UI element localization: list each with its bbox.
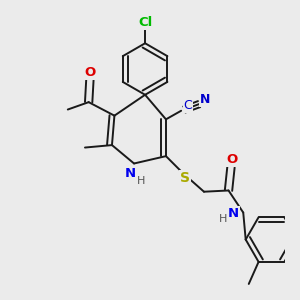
Text: N: N [125, 167, 136, 180]
Text: S: S [180, 171, 190, 185]
Text: H: H [219, 214, 227, 224]
Text: C: C [184, 99, 192, 112]
Text: N: N [227, 207, 239, 220]
Text: O: O [226, 153, 238, 166]
Text: Cl: Cl [138, 16, 152, 29]
Text: N: N [200, 93, 210, 106]
Text: O: O [84, 66, 95, 79]
Text: H: H [137, 176, 146, 186]
